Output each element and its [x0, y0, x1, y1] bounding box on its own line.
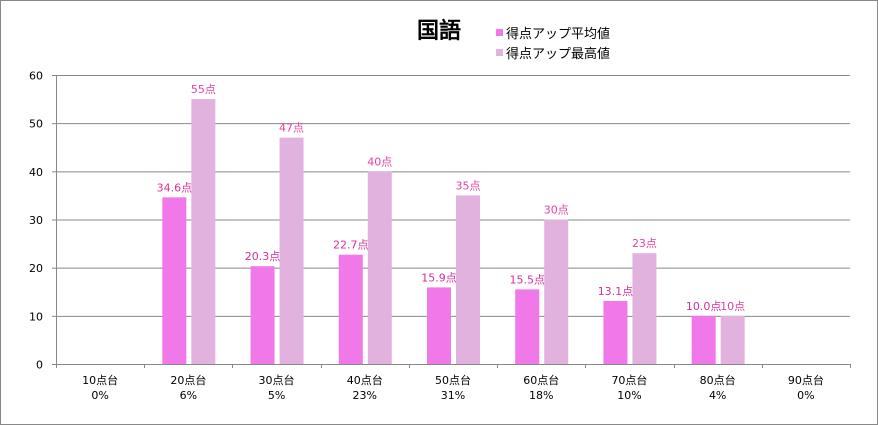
x-tick-percent: 0% [797, 389, 814, 402]
bar-max [191, 99, 216, 364]
x-tick-label: 50点台 [435, 373, 471, 387]
y-tick-label: 20 [29, 262, 43, 275]
data-label-max: 10点 [720, 300, 745, 313]
y-tick-label: 40 [29, 166, 43, 179]
x-tick-label: 90点台 [788, 373, 824, 387]
x-tick-percent: 10% [617, 389, 641, 402]
bar-max [632, 253, 657, 364]
bar-average [691, 315, 716, 364]
x-tick-percent: 4% [709, 389, 726, 402]
legend-swatch-average [496, 29, 503, 36]
x-tick-label: 40点台 [347, 373, 383, 387]
bar-max [544, 219, 569, 364]
y-tick-label: 30 [29, 214, 43, 227]
data-label-average: 20.3点 [245, 250, 281, 263]
data-label-max: 23点 [632, 237, 657, 250]
y-tick-label: 10 [29, 310, 43, 323]
data-label-average: 13.1点 [598, 285, 634, 298]
data-label-average: 10.0点 [686, 300, 722, 313]
bar-max [456, 195, 480, 364]
data-label-max: 55点 [191, 83, 216, 96]
data-label-average: 34.6点 [157, 181, 193, 194]
bar-average [162, 197, 187, 364]
x-tick-label: 80点台 [700, 373, 736, 387]
x-tick-percent: 31% [441, 389, 465, 402]
x-tick-label: 60点台 [523, 373, 559, 387]
data-label-max: 35点 [456, 179, 481, 192]
bar-average [427, 287, 451, 364]
bar-max [367, 171, 392, 364]
bar-average [338, 254, 363, 364]
bar-average [250, 266, 275, 364]
bar-max [279, 137, 304, 364]
x-tick-label: 30点台 [259, 373, 295, 387]
y-tick-label: 60 [29, 70, 43, 83]
chart-title: 国語 [417, 19, 462, 44]
data-label-max: 30点 [544, 204, 569, 217]
legend-item-average: 得点アップ平均値 [496, 23, 610, 42]
x-tick-percent: 0% [91, 389, 108, 402]
legend-swatch-max [496, 49, 503, 56]
x-tick-percent: 5% [268, 389, 285, 402]
legend-item-max: 得点アップ最高値 [496, 43, 610, 62]
x-tick-label: 20点台 [170, 373, 206, 387]
legend-label-average: 得点アップ平均値 [506, 27, 611, 42]
x-tick-label: 70点台 [611, 373, 647, 387]
bar-average [603, 300, 628, 364]
x-tick-percent: 18% [529, 389, 553, 402]
data-label-max: 40点 [367, 155, 392, 168]
bar-max [720, 315, 745, 364]
y-tick-label: 0 [36, 359, 43, 372]
legend-label-max: 得点アップ最高値 [506, 47, 611, 62]
x-tick-label: 10点台 [82, 373, 118, 387]
data-label-average: 15.5点 [509, 273, 545, 286]
x-tick-percent: 6% [180, 389, 197, 402]
x-tick-percent: 23% [353, 389, 377, 402]
bar-average [515, 289, 540, 364]
data-label-average: 22.7点 [333, 239, 369, 252]
data-label-max: 47点 [279, 122, 304, 135]
y-tick-label: 50 [29, 118, 43, 131]
data-label-average: 15.9点 [421, 271, 457, 284]
